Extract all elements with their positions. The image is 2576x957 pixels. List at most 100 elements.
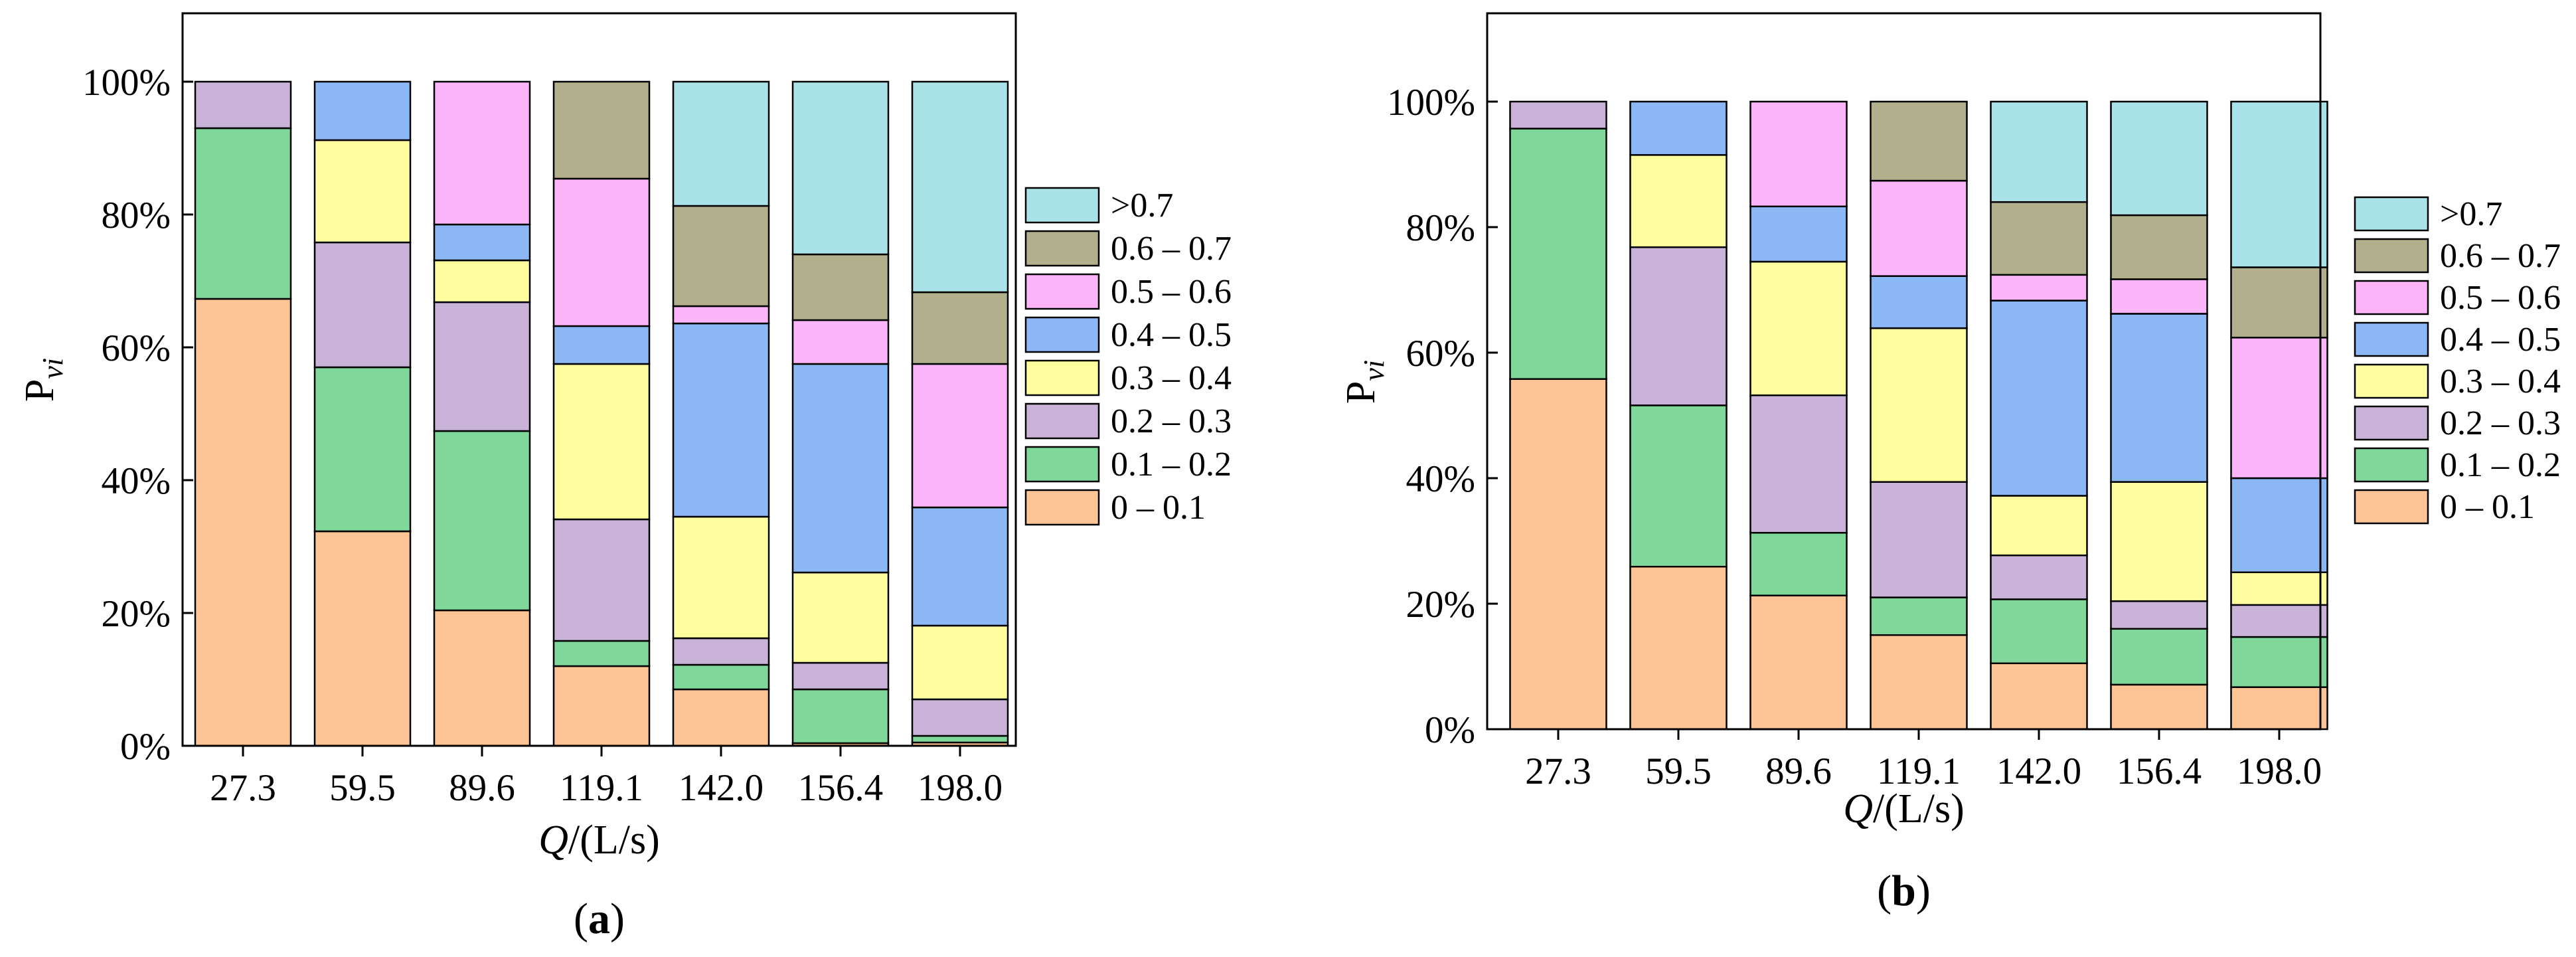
panel-b-bar-198.0-0-5-0-6 bbox=[2230, 337, 2328, 479]
panel-b-x-axis-label: Q/(L/s) bbox=[1843, 786, 1965, 831]
panel-b-y-tick-label: 0% bbox=[1425, 709, 1475, 751]
panel-b-x-tick-label: 89.6 bbox=[1765, 750, 1832, 792]
panel-a-bar-59.5-0-0-1 bbox=[313, 530, 412, 747]
panel-a-legend-label-0-3-0-4: 0.3 – 0.4 bbox=[1111, 359, 1232, 397]
panel-b-x-tick-label: 142.0 bbox=[1996, 750, 2081, 792]
panel-b-legend-label-0-2-0-3: 0.2 – 0.3 bbox=[2440, 404, 2561, 442]
panel-b-legend-swatch-0-2-0-3 bbox=[2354, 405, 2429, 441]
panel-a-bar-142.0-0-0-1 bbox=[672, 688, 770, 747]
panel-b-bar-119.1-0-4-0-5 bbox=[1870, 275, 1968, 329]
panel-b-bar-198.0-0-3-0-4 bbox=[2230, 571, 2328, 606]
panel-b-bar-59.5-0-3-0-4 bbox=[1629, 154, 1728, 248]
panel-b-legend-label-0-4-0-5: 0.4 – 0.5 bbox=[2440, 321, 2561, 359]
panel-b-bar-89.6-0-4-0-5 bbox=[1749, 205, 1848, 263]
panel-a-bar-119.1-0-5-0-6 bbox=[552, 177, 651, 327]
panel-b-panel-label: (b) bbox=[1877, 867, 1931, 915]
panel-a-legend-label-0-2-0-3: 0.2 – 0.3 bbox=[1111, 402, 1232, 440]
panel-b-x-tick-label: 119.1 bbox=[1877, 750, 1961, 792]
panel-b: 0% 20% 40% 60% 80% 100% 27.3 59.5 89.6 119.1 142.0… bbox=[1338, 12, 2561, 915]
panel-b-bar-59.5-0-2-0-3 bbox=[1629, 246, 1728, 406]
panel-b-bar-59.5-0-1-0-2 bbox=[1629, 404, 1728, 568]
panel-b-y-tick-label: 60% bbox=[1406, 333, 1475, 375]
panel-a-bar-156.4-0-3-0-4 bbox=[791, 571, 890, 664]
panel-b-y-axis-label-sub: vi bbox=[1358, 360, 1390, 381]
panel-a-legend-label-0-1-0-2: 0.1 – 0.2 bbox=[1111, 446, 1232, 483]
panel-a-legend-label-0-0-1: 0 – 0.1 bbox=[1111, 489, 1206, 527]
panel-a-y-tick-label: 40% bbox=[102, 460, 171, 502]
panel-a-bar-59.5-0-2-0-3 bbox=[313, 241, 412, 369]
panel-b-bar-156.4-0-4-0-5 bbox=[2110, 313, 2208, 483]
panel-a-x-axis-label-var: Q bbox=[538, 818, 568, 863]
panel-a-panel-label: (a) bbox=[574, 895, 625, 943]
panel-a-bar-89.6-0-3-0-4 bbox=[433, 259, 531, 304]
panel-b-bar-89.6-0-2-0-3 bbox=[1749, 394, 1848, 534]
panel-b-bar-142.0-0-2-0-3 bbox=[1990, 554, 2088, 600]
panel-b-legend-swatch-0-1-0-2 bbox=[2354, 447, 2429, 483]
panel-b-bar-198.0-gt-0-7 bbox=[2230, 100, 2328, 268]
panel-b-legend-swatch-0-3-0-4 bbox=[2354, 363, 2429, 399]
panel-a-y-tick-label: 80% bbox=[102, 195, 171, 236]
panel-a-y-axis-label: Pvi bbox=[17, 358, 69, 402]
panel-b-bar-27.3-0-1-0-2 bbox=[1509, 128, 1607, 380]
panel-b-bar-142.0-0-1-0-2 bbox=[1990, 598, 2088, 665]
panel-a-x-tick-label: 198.0 bbox=[918, 767, 1003, 809]
panel-a-legend-swatch-0-5-0-6 bbox=[1024, 273, 1100, 310]
panel-a-bar-119.1-0-1-0-2 bbox=[552, 640, 651, 667]
panel-b-bar-198.0-0-4-0-5 bbox=[2230, 477, 2328, 573]
panel-b-bar-89.6-0-3-0-4 bbox=[1749, 260, 1848, 396]
panel-b-bar-142.0-0-3-0-4 bbox=[1990, 495, 2088, 557]
panel-b-bar-142.0-0-6-0-7 bbox=[1990, 201, 2088, 276]
panel-b-bar-142.0-0-4-0-5 bbox=[1990, 300, 2088, 497]
panel-a-bar-119.1-0-3-0-4 bbox=[552, 363, 651, 521]
panel-a-bar-142.0-0-3-0-4 bbox=[672, 515, 770, 640]
panel-b-bar-89.6-0-5-0-6 bbox=[1749, 100, 1848, 208]
panel-a-legend-label-gt-0-7: >0.7 bbox=[1111, 187, 1173, 224]
panel-a-bar-89.6-0-4-0-5 bbox=[433, 223, 531, 262]
panel-a-legend-swatch-gt-0-7 bbox=[1024, 187, 1100, 224]
panel-a-bar-27.3-0-2-0-3 bbox=[194, 80, 292, 130]
panel-b-x-tick-label: 27.3 bbox=[1525, 750, 1591, 792]
panel-b-bar-27.3-0-2-0-3 bbox=[1509, 100, 1607, 130]
panel-b-y-tick-label: 100% bbox=[1387, 82, 1475, 124]
panel-a-bar-156.4-0-2-0-3 bbox=[791, 661, 890, 691]
panel-b-legend-swatch-0-6-0-7 bbox=[2354, 238, 2429, 274]
panel-a-bar-198.0-0-3-0-4 bbox=[911, 624, 1009, 701]
panel-b-bar-198.0-0-0-1 bbox=[2230, 686, 2328, 731]
panel-a-bar-142.0-gt-0-7 bbox=[672, 80, 770, 207]
panel-a-bar-198.0-0-2-0-3 bbox=[911, 698, 1009, 737]
panel-a-bar-119.1-0-4-0-5 bbox=[552, 325, 651, 365]
panel-a-legend-swatch-0-4-0-5 bbox=[1024, 316, 1100, 353]
panel-a-bar-27.3-0-0-1 bbox=[194, 298, 292, 747]
panel-b-bar-198.0-0-6-0-7 bbox=[2230, 266, 2328, 339]
panel-b-bar-156.4-0-6-0-7 bbox=[2110, 214, 2208, 280]
panel-a-x-axis-label: Q/(L/s) bbox=[538, 818, 660, 863]
panel-a-bar-198.0-0-6-0-7 bbox=[911, 291, 1009, 365]
panel-a-y-tick-label: 20% bbox=[102, 593, 171, 635]
panel-a-x-axis-label-unit: /(L/s) bbox=[568, 818, 660, 863]
panel-a-y-tick-label: 0% bbox=[120, 726, 171, 768]
panel-b-bar-142.0-gt-0-7 bbox=[1990, 100, 2088, 203]
panel-a: 0% 20% 40% 60% 80% 100% 27.3 59.5 89.6 119.1 142.0… bbox=[17, 12, 1232, 943]
panel-b-x-axis-label-var: Q bbox=[1843, 786, 1873, 831]
panel-b-bar-156.4-0-1-0-2 bbox=[2110, 628, 2208, 686]
panel-b-x-axis-label-unit: /(L/s) bbox=[1873, 786, 1965, 831]
panel-b-y-tick-label: 80% bbox=[1406, 207, 1475, 249]
panel-b-bar-142.0-0-0-1 bbox=[1990, 662, 2088, 731]
panel-a-bar-198.0-0-5-0-6 bbox=[911, 363, 1009, 509]
panel-a-bar-156.4-0-6-0-7 bbox=[791, 253, 890, 321]
panel-b-legend-label-0-1-0-2: 0.1 – 0.2 bbox=[2440, 446, 2561, 484]
panel-b-legend-swatch-0-4-0-5 bbox=[2354, 321, 2429, 357]
panel-a-x-tick-label: 156.4 bbox=[798, 767, 883, 809]
panel-a-bar-156.4-0-5-0-6 bbox=[791, 319, 890, 365]
panel-b-legend-label-gt-0-7: >0.7 bbox=[2440, 195, 2502, 233]
panel-b-x-tick-label: 156.4 bbox=[2117, 750, 2202, 792]
panel-b-bar-89.6-0-0-1 bbox=[1749, 594, 1848, 731]
panel-b-bar-156.4-gt-0-7 bbox=[2110, 100, 2208, 217]
panel-a-legend-label-0-6-0-7: 0.6 – 0.7 bbox=[1111, 230, 1232, 268]
panel-b-bar-156.4-0-3-0-4 bbox=[2110, 481, 2208, 602]
panel-a-legend-swatch-0-1-0-2 bbox=[1024, 446, 1100, 483]
panel-a-bar-198.0-gt-0-7 bbox=[911, 80, 1009, 294]
panel-b-bar-198.0-0-1-0-2 bbox=[2230, 636, 2328, 688]
panel-a-bar-89.6-0-2-0-3 bbox=[433, 301, 531, 432]
